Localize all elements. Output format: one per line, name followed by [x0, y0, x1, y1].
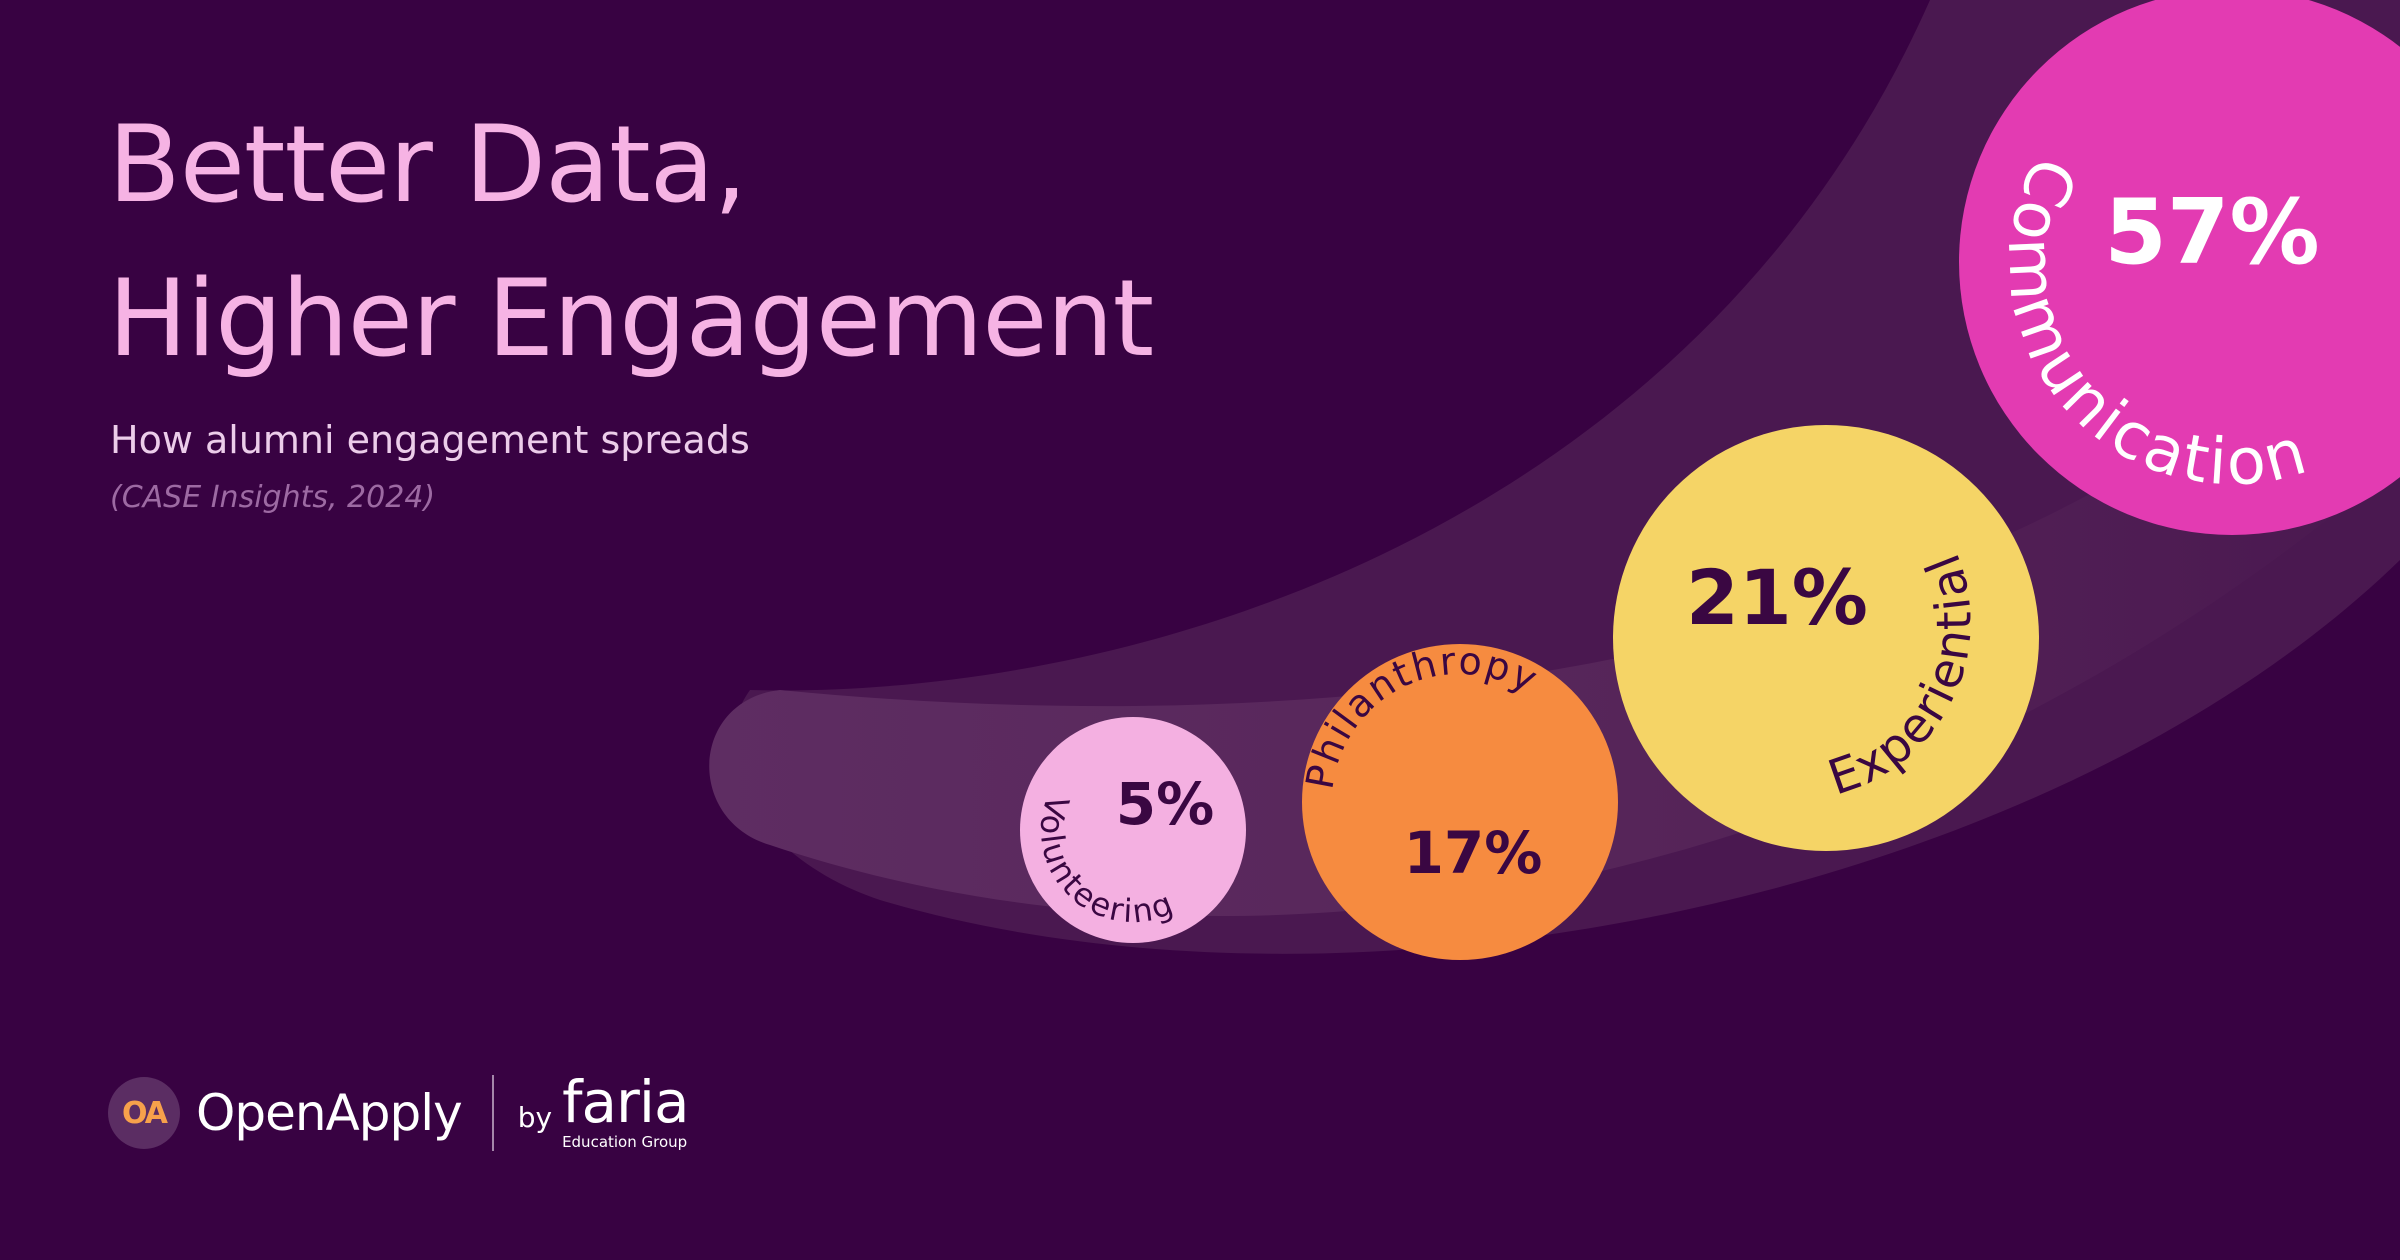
bubble-philanthropy: 17%Philanthropy	[1297, 639, 1618, 960]
bubble-value-philanthropy: 17%	[1404, 819, 1543, 887]
bubble-circle-volunteering	[1020, 717, 1246, 943]
title-line-2: Higher Engagement	[108, 257, 1154, 380]
subtitle: How alumni engagement spreads	[110, 418, 750, 462]
page-title: Better Data, Higher Engagement	[108, 88, 1154, 396]
logo-divider	[491, 1075, 494, 1151]
title-line-1: Better Data,	[108, 103, 747, 226]
bubble-circle-communication	[1959, 0, 2400, 535]
bubble-value-experiential: 21%	[1686, 553, 1868, 642]
openapply-wordmark: OpenApply	[196, 1084, 463, 1142]
bubble-experiential: 21%Experiential	[1613, 425, 2039, 851]
bubble-value-communication: 57%	[2104, 180, 2319, 285]
source-citation: (CASE Insights, 2024)	[110, 480, 436, 515]
openapply-logo-icon: OA	[108, 1077, 180, 1149]
footer-logos: OA OpenApply by faria Education Group	[108, 1068, 690, 1153]
faria-logo: faria Education Group	[562, 1068, 689, 1151]
faria-subtitle: Education Group	[562, 1133, 688, 1151]
bubble-circle-philanthropy	[1302, 644, 1618, 960]
bubble-value-volunteering: 5%	[1116, 770, 1214, 838]
bubbles-layer: 5%Volunteering17%Philanthropy21%Experien…	[1020, 0, 2400, 960]
faria-wordmark: faria	[562, 1068, 689, 1136]
bubble-circle-experiential	[1613, 425, 2039, 851]
bubble-volunteering: 5%Volunteering	[1020, 717, 1246, 943]
bubble-communication: 57%Communication	[1959, 0, 2400, 535]
by-label: by	[517, 1100, 553, 1134]
